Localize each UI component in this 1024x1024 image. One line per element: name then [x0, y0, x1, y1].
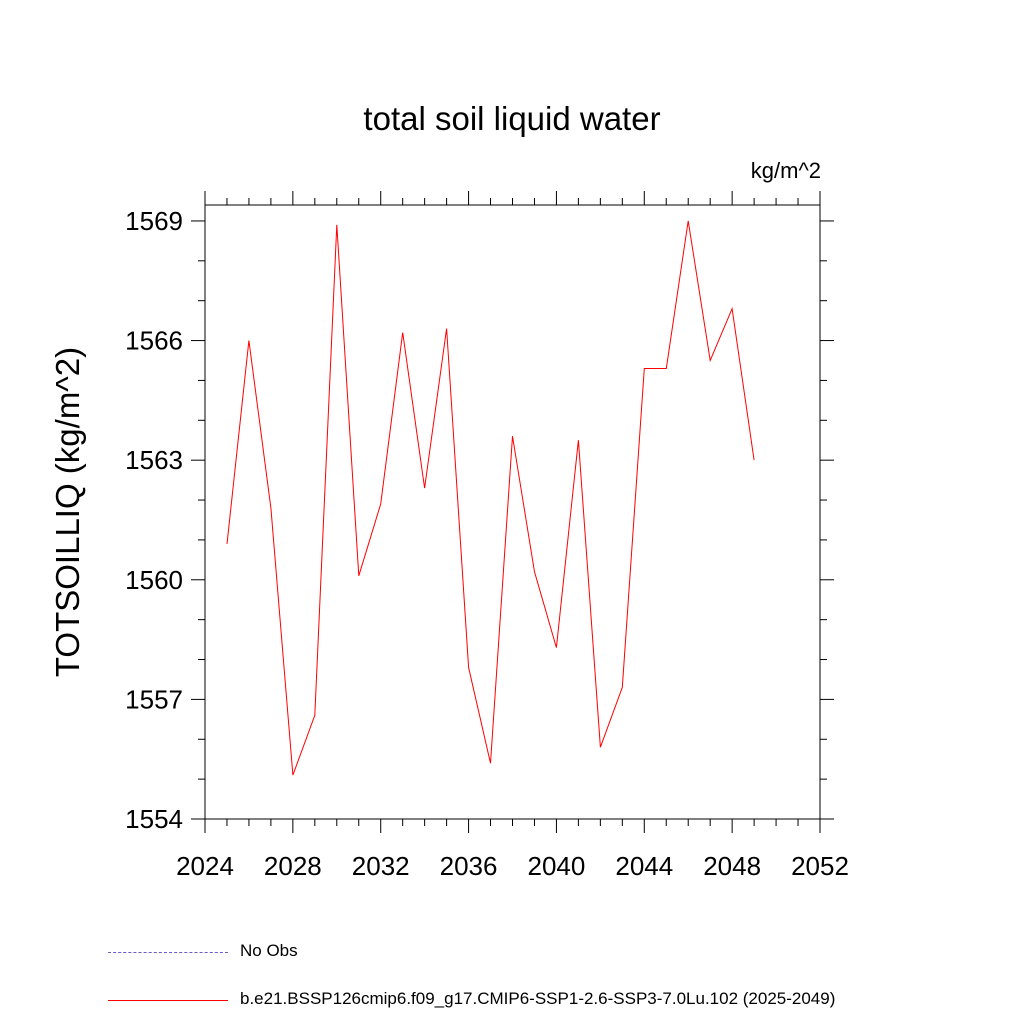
axis-ticks	[191, 191, 834, 833]
legend-swatch-solid	[108, 1000, 228, 1001]
tick-labels: 2024 2028 2032 2036 2040 2044 2048 2052 1554 1557…	[125, 206, 849, 881]
x-tick-label: 2048	[703, 851, 761, 881]
x-tick-label: 2036	[440, 851, 498, 881]
y-tick-label: 1557	[125, 684, 183, 714]
series-lines	[226, 220, 755, 776]
y-tick-label: 1566	[125, 326, 183, 356]
chart-title: total soil liquid water	[363, 100, 661, 137]
y-tick-label: 1554	[125, 804, 183, 834]
legend-swatch-dashed	[108, 952, 228, 953]
plot-frame	[204, 204, 821, 820]
x-tick-label: 2032	[352, 851, 410, 881]
x-tick-label: 2028	[264, 851, 322, 881]
x-tick-label: 2044	[615, 851, 673, 881]
x-tick-label: 2024	[176, 851, 234, 881]
y-tick-label: 1569	[125, 206, 183, 236]
y-tick-label: 1563	[125, 445, 183, 475]
x-tick-label: 2040	[528, 851, 586, 881]
x-tick-label: 2052	[791, 851, 849, 881]
y-tick-label: 1560	[125, 565, 183, 595]
legend-label: No Obs	[240, 941, 298, 960]
legend-label: b.e21.BSSP126cmip6.f09_g17.CMIP6-SSP1-2.…	[240, 989, 836, 1008]
units-label: kg/m^2	[750, 158, 821, 183]
series-line	[226, 220, 755, 776]
